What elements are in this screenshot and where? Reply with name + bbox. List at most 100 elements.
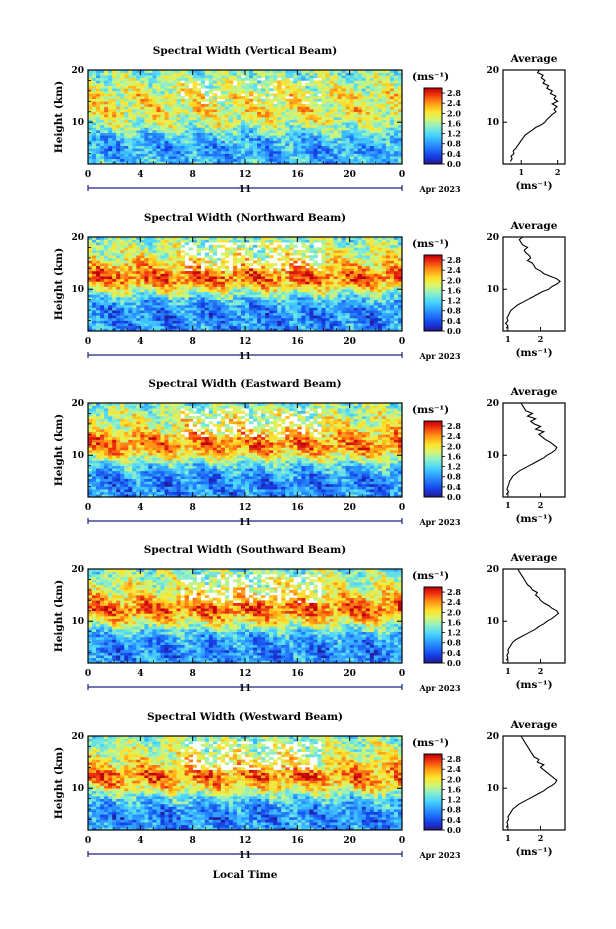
heatmap-cell bbox=[285, 122, 290, 126]
heatmap-cell bbox=[128, 310, 133, 314]
heatmap-cell bbox=[196, 310, 202, 314]
heatmap-cell bbox=[192, 317, 197, 321]
heatmap-cell bbox=[309, 323, 314, 327]
heatmap-cell bbox=[240, 124, 246, 128]
heatmap-cell bbox=[144, 106, 149, 110]
heatmap-cell bbox=[285, 278, 290, 282]
heatmap-cell bbox=[100, 302, 105, 306]
heatmap-cell bbox=[208, 320, 214, 324]
heatmap-cell bbox=[196, 286, 202, 290]
heatmap-cell bbox=[152, 117, 157, 120]
heatmap-cell bbox=[305, 75, 310, 79]
heatmap-cell bbox=[156, 289, 161, 293]
heatmap-cell bbox=[88, 328, 93, 332]
heatmap-cell bbox=[365, 88, 371, 92]
heatmap-cell bbox=[100, 156, 105, 160]
heatmap-cell bbox=[232, 111, 238, 115]
heatmap-cell bbox=[281, 265, 286, 269]
heatmap-cell bbox=[377, 265, 383, 269]
heatmap-cell bbox=[128, 77, 133, 81]
heatmap-cell bbox=[228, 143, 234, 147]
heatmap-cell bbox=[317, 140, 322, 144]
heatmap-cell bbox=[176, 268, 181, 272]
heatmap-cell bbox=[176, 284, 181, 287]
heatmap-cell bbox=[309, 75, 314, 79]
heatmap-cell bbox=[124, 130, 129, 133]
heatmap-cell bbox=[297, 72, 302, 76]
heatmap-cell bbox=[108, 96, 113, 100]
heatmap-cell bbox=[249, 83, 254, 86]
heatmap-cell bbox=[245, 96, 250, 100]
heatmap-cell bbox=[393, 284, 399, 287]
heatmap-cell bbox=[249, 124, 254, 128]
heatmap-cell bbox=[160, 161, 165, 165]
heatmap-cell bbox=[397, 109, 403, 113]
heatmap-cell bbox=[313, 127, 318, 131]
heatmap-cell bbox=[240, 148, 246, 152]
heatmap-cell bbox=[329, 130, 334, 133]
heatmap-cell bbox=[208, 289, 214, 293]
heatmap-cell bbox=[228, 98, 234, 102]
heatmap-cell bbox=[261, 297, 266, 300]
heatmap-cell bbox=[196, 278, 202, 282]
heatmap-cell bbox=[317, 325, 322, 329]
heatmap-cell bbox=[200, 317, 206, 321]
y-tick-label: 10 bbox=[71, 118, 84, 128]
heatmap-cell bbox=[381, 122, 387, 126]
heatmap-cell bbox=[257, 145, 262, 149]
heatmap-cell bbox=[349, 294, 354, 298]
heatmap-cell bbox=[361, 273, 367, 277]
heatmap-cell bbox=[393, 278, 399, 282]
heatmap-cell bbox=[204, 284, 210, 287]
heatmap-cell bbox=[144, 77, 149, 81]
heatmap-cell bbox=[333, 310, 338, 314]
heatmap-cell bbox=[297, 297, 302, 300]
heatmap-cell bbox=[196, 145, 202, 149]
heatmap-cell bbox=[253, 114, 258, 118]
heatmap-cell bbox=[240, 119, 246, 123]
heatmap-cell bbox=[273, 302, 278, 306]
heatmap-cell bbox=[152, 156, 157, 160]
heatmap-cell bbox=[236, 158, 242, 162]
heatmap-cell bbox=[361, 103, 367, 107]
heatmap-cell bbox=[357, 153, 363, 157]
heatmap-cell bbox=[132, 276, 137, 280]
heatmap-cell bbox=[116, 111, 121, 115]
heatmap-cell bbox=[220, 158, 226, 162]
heatmap-cell bbox=[92, 132, 97, 136]
heatmap-cell bbox=[132, 284, 137, 287]
heatmap-cell bbox=[245, 111, 250, 115]
heatmap-cell bbox=[88, 310, 93, 314]
heatmap-cell bbox=[337, 297, 342, 300]
heatmap-cell bbox=[353, 140, 359, 144]
heatmap-cell bbox=[164, 158, 169, 162]
heatmap-cell bbox=[293, 93, 298, 97]
heatmap-cell bbox=[345, 278, 350, 282]
heatmap-cell bbox=[305, 135, 310, 139]
heatmap-cell bbox=[353, 143, 359, 147]
heatmap-cell bbox=[345, 80, 350, 84]
heatmap-cell bbox=[389, 153, 395, 157]
heatmap-cell bbox=[144, 263, 149, 267]
heatmap-cell bbox=[136, 88, 141, 92]
heatmap-cell bbox=[309, 312, 314, 316]
heatmap-cell bbox=[361, 268, 367, 272]
heatmap-cell bbox=[265, 323, 270, 327]
heatmap-cell bbox=[385, 161, 391, 165]
heatmap-cell bbox=[228, 80, 234, 84]
heatmap-cell bbox=[228, 276, 234, 280]
heatmap-cell bbox=[397, 291, 403, 295]
heatmap-cell bbox=[236, 268, 242, 272]
heatmap-cell bbox=[277, 130, 282, 133]
heatmap-panel-2: Spectral Width (Northward Beam)1020Heigh… bbox=[53, 212, 566, 362]
heatmap-cell bbox=[152, 75, 157, 79]
heatmap-cell bbox=[365, 90, 371, 94]
heatmap-cell bbox=[200, 143, 206, 147]
heatmap-cell bbox=[104, 98, 109, 102]
heatmap-cell bbox=[116, 135, 121, 139]
heatmap-cell bbox=[100, 153, 105, 157]
heatmap-cell bbox=[317, 289, 322, 293]
heatmap-cell bbox=[172, 260, 177, 264]
colorbar-segment bbox=[424, 148, 442, 152]
heatmap-cell bbox=[88, 140, 93, 144]
